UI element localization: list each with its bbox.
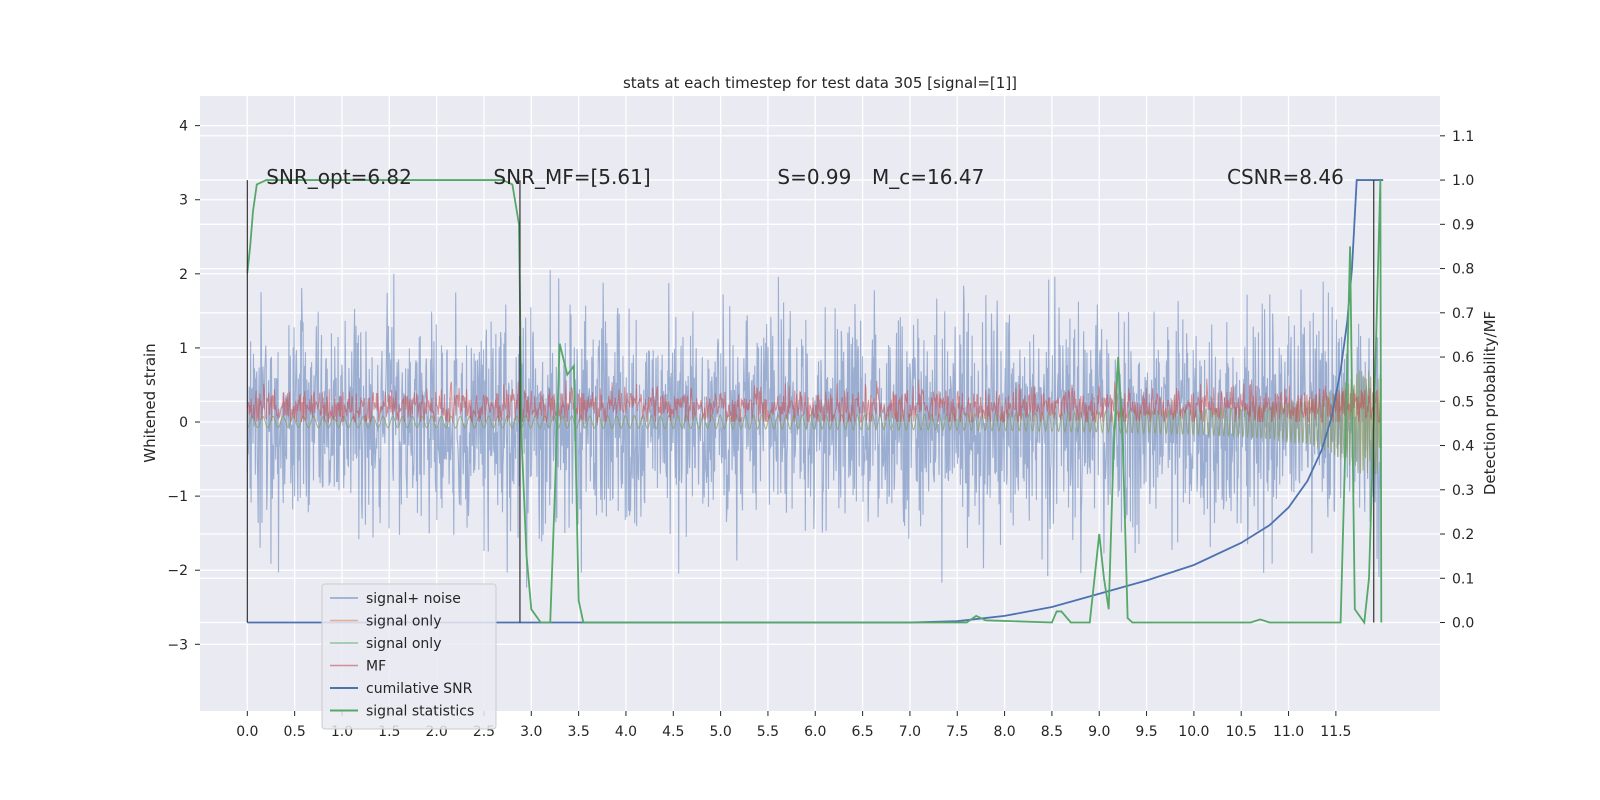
y-axis-label: Whitened strain [141, 343, 159, 462]
x-tick-label: 4.0 [615, 724, 637, 740]
series-signal-only-line [247, 370, 1382, 475]
x-tick-label: 8.5 [1041, 724, 1063, 740]
x-tick-label: 6.5 [851, 724, 873, 740]
legend-label: cumilative SNR [366, 681, 473, 697]
y-right-tick-label: 0.5 [1452, 394, 1474, 410]
annotation-text: SNR_opt=6.82 [266, 165, 412, 189]
y-tick-label: 2 [179, 267, 188, 283]
x-tick-label: 9.5 [1135, 724, 1157, 740]
legend-label: MF [366, 659, 386, 675]
y-tick-label: 0 [179, 415, 188, 431]
x-tick-label: 11.0 [1273, 724, 1304, 740]
series-signal-noise-line [246, 270, 1382, 588]
legend-box [321, 583, 497, 730]
x-tick-label: 0.0 [236, 724, 258, 740]
series-mf-line [246, 378, 1382, 424]
y-right-tick-label: 0.8 [1452, 262, 1474, 278]
x-tick-label: 11.5 [1320, 724, 1351, 740]
x-tick-label: 10.0 [1178, 724, 1209, 740]
x-tick-label: 3.5 [567, 724, 589, 740]
y-axis-right-ticks: 0.0 0.1 0.2 0.3 0.4 0.5 0.6 0.7 0.8 0.9 1.0 1.1 [1440, 129, 1474, 632]
annotation-text: SNR_MF=[5.61] [493, 165, 650, 189]
vertical-markers [246, 180, 1375, 623]
series-signal-only-line [247, 370, 1382, 475]
y-right-tick-label: 0.9 [1452, 217, 1474, 233]
x-tick-label: 3.0 [520, 724, 542, 740]
y-right-tick-label: 0.1 [1452, 571, 1474, 587]
chart-title: stats at each timestep for test data 305… [623, 74, 1017, 92]
x-tick-label: 0.5 [284, 724, 306, 740]
y-axis-right-label: Detection probability/MF [1481, 311, 1499, 495]
y-right-tick-label: 0.3 [1452, 483, 1474, 499]
x-tick-label: 5.0 [709, 724, 731, 740]
legend-label: signal only [366, 614, 441, 630]
legend: signal+ noise signal only signal only MF cum… [321, 583, 497, 730]
x-tick-label: 8.0 [993, 724, 1015, 740]
series-signal-statistics-line [246, 179, 1383, 625]
y-tick-label: 4 [179, 119, 188, 135]
annotation-text: M_c=16.47 [872, 165, 984, 189]
x-tick-label: 4.5 [662, 724, 684, 740]
y-tick-label: −3 [167, 637, 188, 653]
legend-label: signal statistics [366, 704, 474, 720]
y-right-tick-label: 1.1 [1452, 129, 1474, 145]
series-layer [246, 179, 1384, 625]
y-right-tick-label: 0.2 [1452, 527, 1474, 543]
y-tick-label: 3 [179, 193, 188, 209]
x-tick-label: 6.0 [804, 724, 826, 740]
y-axis-ticks: −3 −2 −1 0 1 2 3 4 [167, 119, 200, 653]
legend-label: signal only [366, 636, 441, 652]
annotation-text: S=0.99 [777, 165, 851, 189]
x-tick-label: 10.5 [1226, 724, 1257, 740]
y-right-tick-label: 0.4 [1452, 439, 1474, 455]
annotation-text: CSNR=8.46 [1227, 165, 1344, 189]
y-tick-label: −2 [167, 563, 188, 579]
y-tick-label: −1 [167, 489, 188, 505]
y-tick-label: 1 [179, 341, 188, 357]
x-tick-label: 7.0 [899, 724, 921, 740]
y-right-tick-label: 1.0 [1452, 173, 1474, 189]
y-right-tick-label: 0.6 [1452, 350, 1474, 366]
y-right-tick-label: 0.7 [1452, 306, 1474, 322]
x-tick-label: 7.5 [946, 724, 968, 740]
legend-label: signal+ noise [366, 591, 461, 607]
annotations: SNR_opt=6.82 SNR_MF=[5.61] S=0.99 M_c=16.47… [266, 165, 1344, 189]
x-tick-label: 5.5 [757, 724, 779, 740]
y-right-tick-label: 0.0 [1452, 616, 1474, 632]
x-tick-label: 9.0 [1088, 724, 1110, 740]
